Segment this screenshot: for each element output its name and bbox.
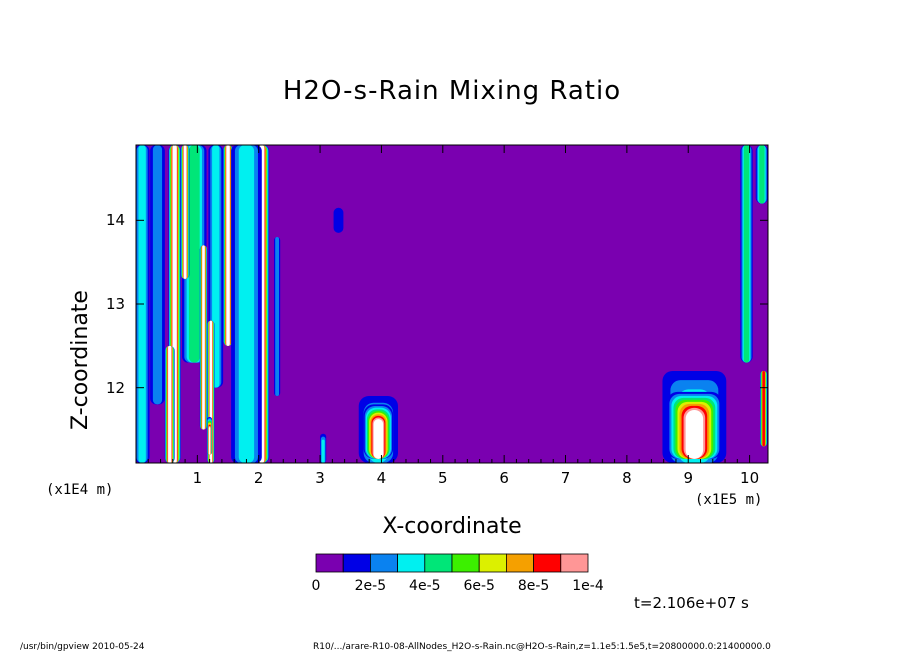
contour-band (321, 439, 325, 463)
y-tick-label: 14 (106, 211, 126, 230)
contour-feature-9 (231, 145, 262, 463)
contour-band (208, 427, 211, 455)
time-label: t=2.106e+07 s (634, 594, 749, 612)
contour-feature-13 (274, 237, 281, 397)
colorbar-swatch (451, 553, 480, 573)
contour-feature-21 (740, 145, 753, 363)
contour-feature-12 (180, 145, 190, 279)
contour-feature-6 (199, 245, 208, 430)
contour-features (136, 145, 768, 463)
contour-band (183, 145, 187, 279)
colorbar-swatch (424, 553, 453, 573)
x-tick-label: 5 (438, 469, 448, 487)
contour-band (238, 145, 255, 463)
y-axis-label: Z-coordinate (68, 290, 93, 430)
y-tick-label: 13 (106, 295, 126, 313)
contour-feature-23 (760, 370, 768, 447)
contour-feature-20 (667, 391, 722, 459)
colorbar-label: 2e-5 (354, 578, 387, 594)
x-tick-label: 2 (253, 469, 264, 487)
colorbar-swatch (478, 553, 507, 573)
colorbar-label: 1e-4 (572, 578, 604, 594)
contour-feature-11 (164, 345, 175, 463)
contour-band (685, 409, 704, 459)
colorbar-label: 6e-5 (463, 578, 495, 594)
x-tick-label: 10 (740, 469, 760, 487)
contour-band (152, 145, 163, 405)
footer-program: /usr/bin/gpview 2010-05-24 (20, 642, 145, 652)
colorbar-swatch (560, 553, 589, 573)
contour-feature-1 (150, 145, 165, 405)
contour-feature-15 (320, 433, 327, 463)
x-tick-label: 8 (622, 469, 632, 487)
contour-feature-18 (363, 404, 394, 459)
colorbar-swatch (315, 553, 344, 573)
x-tick-label: 3 (315, 469, 325, 487)
y-scale-label: (x1E4 m) (46, 482, 114, 498)
chart-title: H2O-s-Rain Mixing Ratio (282, 76, 622, 106)
y-tick-label: 12 (106, 378, 126, 397)
x-tick-label: 9 (683, 469, 693, 487)
contour-feature-22 (755, 145, 768, 204)
x-axis-label: X-coordinate (382, 514, 522, 539)
contour-feature-7 (223, 145, 233, 346)
contour-band (373, 419, 384, 459)
colorbar (315, 553, 589, 573)
colorbar-swatch (342, 553, 371, 573)
x-tick-label: 4 (376, 469, 387, 487)
contour-band (333, 207, 344, 233)
contour-band (202, 245, 205, 430)
plot-area (135, 144, 769, 464)
colorbar-label: 8e-5 (517, 578, 550, 594)
x-scale-label: (x1E5 m) (695, 492, 763, 508)
contour-band (168, 345, 172, 463)
x-tick-label: 1 (192, 469, 203, 487)
footer-file-info: R10/.../arare-R10-08-AllNodes_H2O-s-Rain… (313, 642, 771, 652)
contour-feature-14 (333, 207, 344, 233)
contour-band (275, 237, 280, 397)
contour-band (759, 145, 765, 204)
contour-band (188, 145, 200, 363)
colorbar-label: 0 (311, 578, 321, 594)
x-tick-label: 6 (499, 469, 509, 487)
colorbar-swatch (505, 553, 534, 573)
contour-band (743, 145, 750, 363)
contour-feature-16 (207, 416, 213, 455)
colorbar-label: 4e-5 (409, 578, 441, 594)
contour-band (762, 370, 765, 447)
contour-band (226, 145, 230, 346)
colorbar-swatch (397, 553, 426, 573)
colorbar-swatch (369, 553, 398, 573)
colorbar-swatch (533, 553, 562, 573)
x-tick-label: 7 (560, 469, 571, 487)
